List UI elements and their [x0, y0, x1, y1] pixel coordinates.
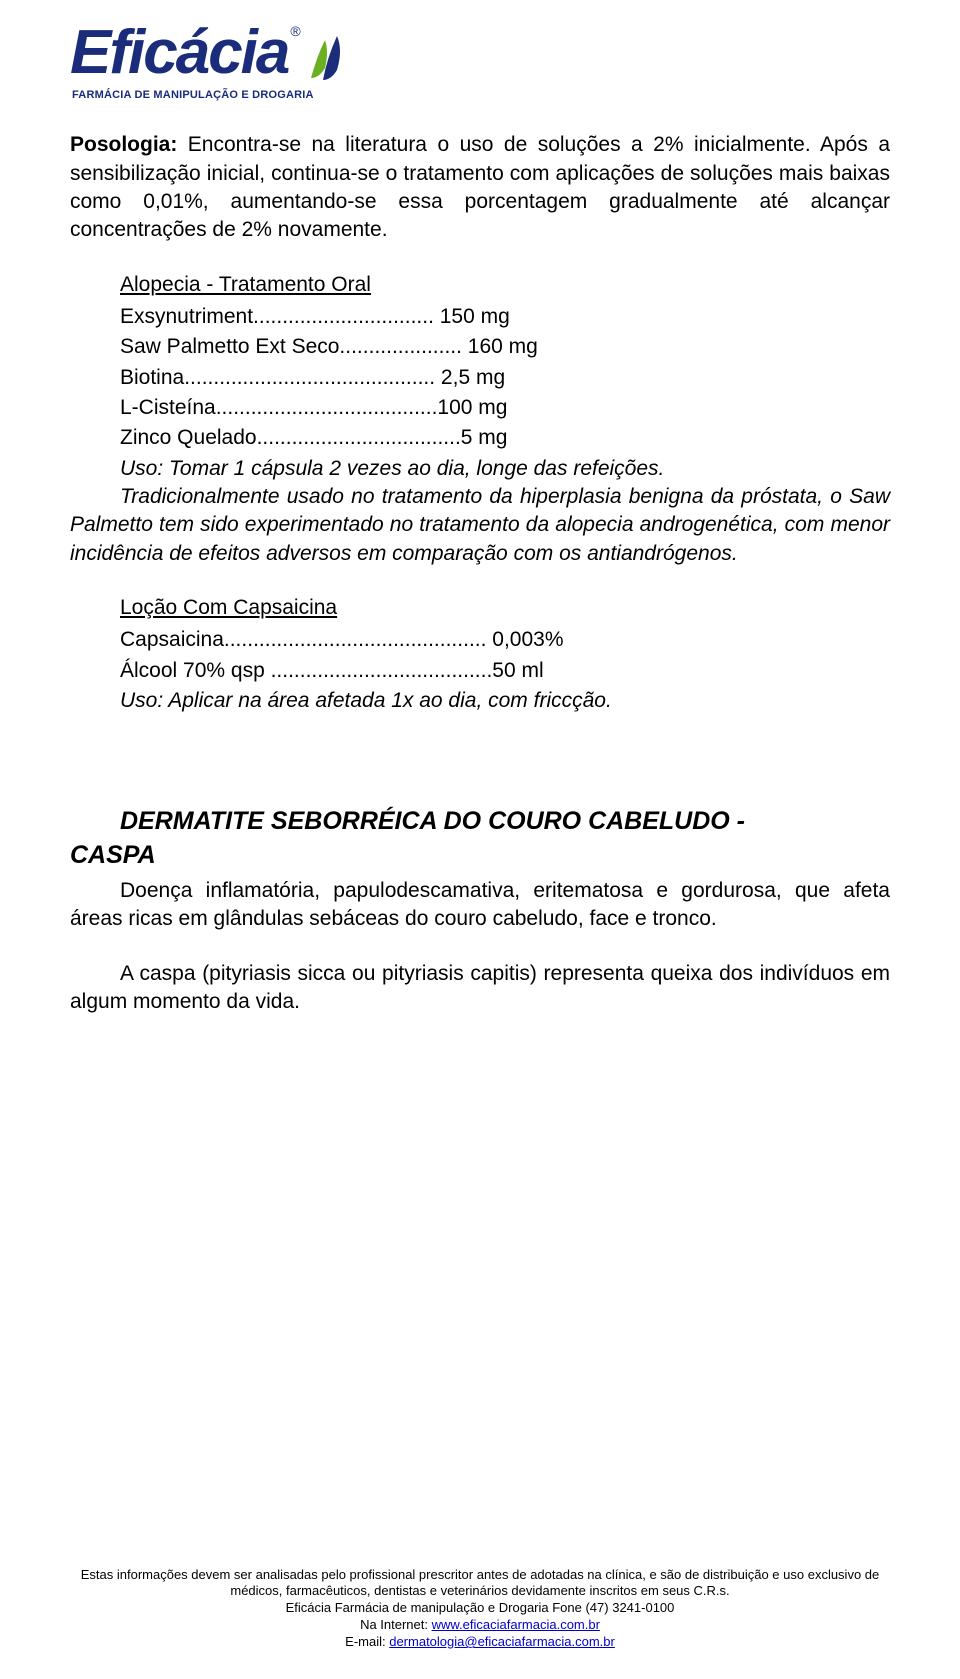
dermatite-para2: A caspa (pityriasis sicca ou pityriasis …	[70, 960, 890, 1017]
alopecia-uso: Uso: Tomar 1 cápsula 2 vezes ao dia, lon…	[120, 455, 890, 483]
dermatite-title-line2: CASPA	[70, 839, 890, 873]
alopecia-description: Tradicionalmente usado no tratamento da …	[70, 483, 890, 568]
ingredient-zinco: Zinco Quelado...........................…	[120, 424, 890, 452]
ingredient-l-cisteina: L-Cisteína..............................…	[120, 394, 890, 422]
leaf-icon	[305, 28, 345, 94]
dermatite-title-line1: DERMATITE SEBORRÉICA DO COURO CABELUDO -	[70, 805, 890, 839]
logo-tagline: FARMÁCIA DE MANIPULAÇÃO E DROGARIA	[70, 88, 890, 103]
footer-email-prefix: E-mail:	[345, 1634, 389, 1649]
registered-icon: ®	[290, 22, 300, 41]
footer: Estas informações devem ser analisadas p…	[70, 1567, 890, 1651]
logo-block: Eficácia ® FARMÁCIA DE MANIPULAÇÃO E DRO…	[70, 22, 890, 103]
ingredient-capsaicina: Capsaicina..............................…	[120, 626, 890, 654]
logo-wordmark: Eficácia	[70, 22, 288, 84]
dermatite-para1: Doença inflamatória, papulodescamativa, …	[70, 877, 890, 934]
posologia-label: Posologia:	[70, 133, 177, 156]
ingredient-biotina: Biotina.................................…	[120, 364, 890, 392]
locao-uso: Uso: Aplicar na área afetada 1x ao dia, …	[120, 687, 890, 715]
page: Eficácia ® FARMÁCIA DE MANIPULAÇÃO E DRO…	[0, 0, 960, 1679]
ingredient-alcool: Álcool 70% qsp .........................…	[120, 657, 890, 685]
ingredient-exsynutriment: Exsynutriment...........................…	[120, 303, 890, 331]
posologia-text: Encontra-se na literatura o uso de soluç…	[70, 133, 890, 241]
footer-company: Eficácia Farmácia de manipulação e Droga…	[286, 1600, 675, 1615]
logo-top: Eficácia ®	[70, 22, 890, 94]
footer-email-link[interactable]: dermatologia@eficaciafarmacia.com.br	[389, 1634, 615, 1649]
footer-disclaimer: Estas informações devem ser analisadas p…	[81, 1567, 880, 1599]
alopecia-heading: Alopecia - Tratamento Oral	[120, 271, 890, 299]
ingredient-saw-palmetto: Saw Palmetto Ext Seco...................…	[120, 333, 890, 361]
footer-internet-prefix: Na Internet:	[360, 1617, 432, 1632]
footer-website-link[interactable]: www.eficaciafarmacia.com.br	[432, 1617, 600, 1632]
locao-heading: Loção Com Capsaicina	[120, 594, 890, 622]
posologia-paragraph: Posologia: Encontra-se na literatura o u…	[70, 131, 890, 244]
